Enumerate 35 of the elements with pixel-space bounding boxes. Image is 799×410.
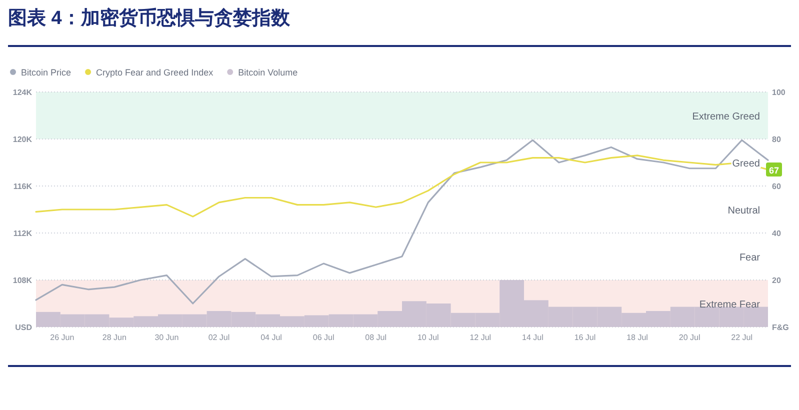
y2-tick-label: 40 [772, 229, 782, 238]
x-tick-label: 26 Jun [50, 333, 74, 342]
x-tick-label: 02 Jul [208, 333, 230, 342]
x-tick-label: 08 Jul [365, 333, 387, 342]
y-tick-label: 120K [12, 135, 32, 144]
x-tick-label: 18 Jul [626, 333, 648, 342]
x-tick-label: 06 Jul [312, 333, 334, 342]
legend-label: Bitcoin Price [21, 68, 72, 78]
band-label: Extreme Greed [692, 112, 760, 122]
x-tick-label: 14 Jul [522, 333, 544, 342]
y2-tick-label: 20 [772, 276, 782, 285]
x-tick-label: 16 Jul [574, 333, 596, 342]
y2-tick-label: 60 [772, 182, 782, 191]
y-tick-label: 112K [13, 229, 32, 238]
x-tick-label: 20 Jul [678, 333, 700, 342]
x-tick-label: 28 Jun [102, 333, 126, 342]
chart-title: 图表 4：加密货币恐惧与贪婪指数 [8, 7, 291, 29]
x-tick-label: 12 Jul [470, 333, 492, 342]
y2-tick-label: F&G [772, 323, 789, 332]
y2-tick-label: 100 [772, 88, 786, 97]
annotation: Neutral [728, 206, 760, 216]
x-tick-label: 10 Jul [417, 333, 440, 342]
y-tick-label: 108K [12, 276, 32, 285]
y2-tick-label: 80 [772, 135, 782, 144]
y-tick-label: 116K [13, 182, 32, 191]
x-tick-label: 30 Jun [154, 333, 179, 342]
text: 67 [768, 166, 780, 176]
y-tick-label: USD [15, 323, 32, 332]
x-tick-label: 04 Jul [260, 333, 282, 342]
x-tick-label: 22 Jul [731, 333, 753, 342]
band-label: Extreme Fear [699, 300, 761, 310]
y-tick-label: 124K [12, 88, 32, 97]
annotation: Fear [739, 252, 761, 264]
legend-label: Bitcoin Volume [238, 68, 298, 78]
legend-label: Crypto Fear and Greed Index [96, 68, 214, 78]
